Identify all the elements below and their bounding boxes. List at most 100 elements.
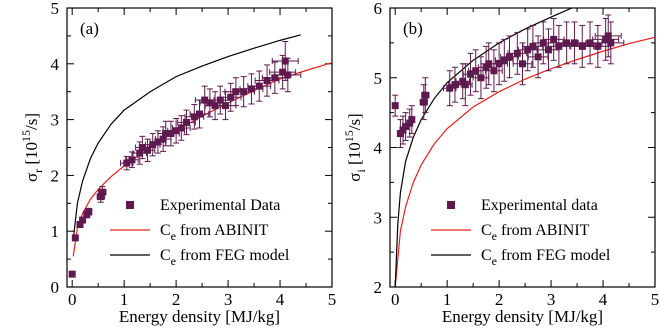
data-point bbox=[85, 207, 93, 216]
legend-marker bbox=[126, 201, 134, 209]
data-point bbox=[443, 70, 457, 107]
y-tick-label: 0 bbox=[51, 278, 60, 297]
data-marker bbox=[529, 42, 537, 50]
y-tick-label: 5 bbox=[374, 69, 383, 88]
data-marker bbox=[524, 46, 532, 54]
data-point bbox=[480, 42, 498, 86]
data-marker bbox=[98, 188, 106, 196]
data-point bbox=[458, 63, 473, 107]
data-point bbox=[68, 270, 76, 278]
data-marker bbox=[255, 82, 263, 90]
data-marker bbox=[490, 67, 498, 75]
data-marker bbox=[495, 60, 503, 68]
legend: Experimental data Ce from ABINIT Ce from F… bbox=[431, 197, 611, 268]
data-point bbox=[171, 115, 191, 141]
panel-a: 0 1 2 3 4 5 0 1 2 3 4 5 Energy density [MJ/kg] σr [10… bbox=[19, 0, 336, 326]
data-marker bbox=[539, 39, 547, 47]
data-marker bbox=[201, 96, 209, 104]
data-marker bbox=[467, 70, 475, 78]
x-tick-label: 0 bbox=[391, 290, 400, 309]
plot-frame bbox=[66, 7, 333, 288]
legend-item: Ce from FEG model bbox=[110, 247, 290, 268]
y-tick-label: 6 bbox=[374, 0, 383, 18]
data-marker bbox=[167, 130, 175, 138]
data-marker bbox=[183, 118, 191, 126]
legend-label: Experimental Data bbox=[160, 197, 280, 214]
data-marker bbox=[196, 110, 203, 118]
data-marker bbox=[76, 221, 84, 229]
plot-area bbox=[391, 8, 655, 287]
data-marker bbox=[506, 53, 514, 61]
x-tick-label: 3 bbox=[547, 290, 556, 309]
data-marker bbox=[513, 49, 521, 57]
x-tick-label: 1 bbox=[120, 290, 129, 309]
legend-label: Ce from ABINIT bbox=[160, 222, 269, 243]
data-marker bbox=[451, 81, 459, 89]
data-marker bbox=[177, 124, 185, 132]
y-tick-label: 3 bbox=[51, 111, 60, 130]
data-point bbox=[177, 109, 196, 136]
x-axis-title: Energy density [MJ/kg] bbox=[119, 307, 280, 326]
y-tick-label: 3 bbox=[374, 208, 383, 227]
data-point bbox=[391, 94, 399, 117]
x-tick-label: 4 bbox=[276, 290, 285, 309]
data-marker bbox=[391, 102, 399, 110]
data-point bbox=[419, 84, 428, 121]
data-point bbox=[219, 82, 242, 112]
x-tick-label: 4 bbox=[599, 290, 608, 309]
data-marker bbox=[472, 67, 480, 75]
data-point bbox=[494, 38, 514, 82]
panel-b: 0 1 2 3 4 5 2 3 4 5 6 Energy density [MJ/kg] σi [101… bbox=[342, 0, 659, 326]
legend-label: Ce from ABINIT bbox=[481, 222, 590, 243]
data-marker bbox=[71, 234, 79, 242]
data-marker bbox=[594, 42, 602, 50]
x-tick-label: 1 bbox=[443, 290, 452, 309]
data-marker bbox=[123, 159, 131, 167]
data-marker bbox=[240, 88, 248, 96]
data-point bbox=[507, 31, 528, 75]
data-marker bbox=[421, 91, 429, 99]
legend-item: Ce from FEG model bbox=[431, 247, 611, 268]
legend: Experimental Data Ce from ABINIT Ce from F… bbox=[110, 197, 290, 268]
data-marker bbox=[477, 74, 485, 82]
data-marker bbox=[154, 138, 162, 146]
data-marker bbox=[159, 135, 167, 143]
data-point bbox=[71, 234, 79, 242]
data-point bbox=[408, 105, 416, 135]
data-marker bbox=[485, 60, 493, 68]
y-axis-title: σi [1015/s] bbox=[342, 113, 368, 181]
data-point bbox=[194, 85, 215, 115]
data-marker bbox=[190, 113, 198, 121]
data-marker bbox=[420, 98, 428, 106]
data-marker bbox=[544, 46, 552, 54]
panel-label: (b) bbox=[403, 19, 423, 38]
data-marker bbox=[247, 85, 255, 93]
data-marker bbox=[500, 56, 508, 64]
data-marker bbox=[136, 149, 144, 157]
data-marker bbox=[279, 68, 287, 76]
data-marker bbox=[534, 53, 542, 61]
x-tick-label: 5 bbox=[328, 290, 337, 309]
y-tick-label: 2 bbox=[374, 278, 383, 297]
data-point bbox=[274, 57, 302, 93]
data-marker bbox=[586, 39, 594, 47]
data-marker bbox=[68, 270, 76, 278]
data-marker bbox=[519, 60, 526, 68]
data-point bbox=[271, 40, 299, 82]
series-line bbox=[72, 34, 301, 240]
plot-area bbox=[68, 34, 332, 278]
legend-label: Experimental data bbox=[481, 197, 598, 214]
legend-item: Experimental data bbox=[447, 197, 598, 214]
data-marker bbox=[221, 102, 229, 110]
data-point bbox=[402, 112, 410, 142]
data-marker bbox=[144, 146, 152, 154]
legend-item: Experimental Data bbox=[126, 197, 280, 214]
x-tick-label: 2 bbox=[495, 290, 504, 309]
data-marker bbox=[402, 123, 410, 131]
data-point bbox=[577, 21, 603, 65]
data-marker bbox=[550, 35, 558, 43]
data-marker bbox=[408, 116, 416, 124]
data-point bbox=[594, 14, 622, 58]
y-tick-label: 4 bbox=[374, 139, 383, 158]
